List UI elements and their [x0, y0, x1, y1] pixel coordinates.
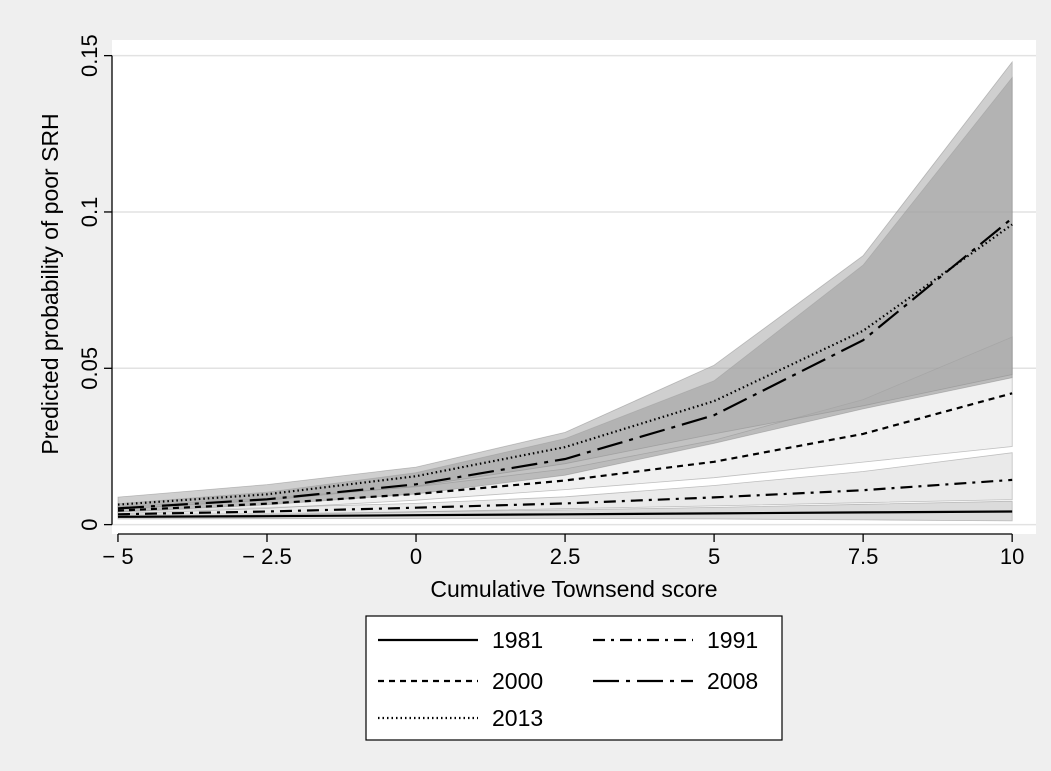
series-line-2008: [117, 217, 1013, 510]
x-tick-label-6: 10: [1000, 544, 1024, 569]
legend-label-2000: 2000: [492, 668, 543, 694]
series-lines: [117, 217, 1013, 518]
y-tick-label-1: 0.05: [77, 347, 102, 390]
legend-item-1991: 1991: [593, 627, 758, 653]
y-tick-label-3: 0.15: [77, 34, 102, 77]
ci-band-2013: [117, 60, 1013, 510]
ci-band-1991: [117, 452, 1013, 518]
x-tick-label-4: 5: [708, 544, 720, 569]
legend-label-1981: 1981: [492, 627, 543, 653]
series-line-2013: [117, 223, 1013, 506]
y-tick-label-0: 0: [77, 518, 102, 530]
y-tick-label-2: 0.1: [77, 197, 102, 228]
legend-label-2013: 2013: [492, 705, 543, 731]
legend-items: 1981 1991 2000 2008 2013: [378, 627, 758, 731]
x-tick-label-3: 2.5: [550, 544, 581, 569]
series-line-2000: [117, 392, 1013, 512]
x-tick-label-2: 0: [410, 544, 422, 569]
x-tick-label-5: 7.5: [848, 544, 879, 569]
x-tick-label-0: − 5: [102, 544, 133, 569]
legend: 1981 1991 2000 2008 2013: [365, 615, 783, 741]
series-line-1981: [117, 510, 1013, 518]
legend-box: [365, 615, 783, 741]
x-tick-label-1: − 2.5: [242, 544, 292, 569]
x-axis-title: Cumulative Townsend score: [430, 576, 717, 602]
legend-item-2013: 2013: [378, 705, 543, 731]
legend-item-2000: 2000: [378, 668, 543, 694]
legend-label-2008: 2008: [707, 668, 758, 694]
legend-item-1981: 1981: [378, 627, 543, 653]
legend-item-2008: 2008: [593, 668, 758, 694]
axes: 0 0.05 0.1 0.15 − 5 − 2.5 0 2.5 5 7.5 10: [77, 34, 1024, 569]
y-axis-title: Predicted probability of poor SRH: [37, 113, 63, 454]
legend-label-1991: 1991: [707, 627, 758, 653]
